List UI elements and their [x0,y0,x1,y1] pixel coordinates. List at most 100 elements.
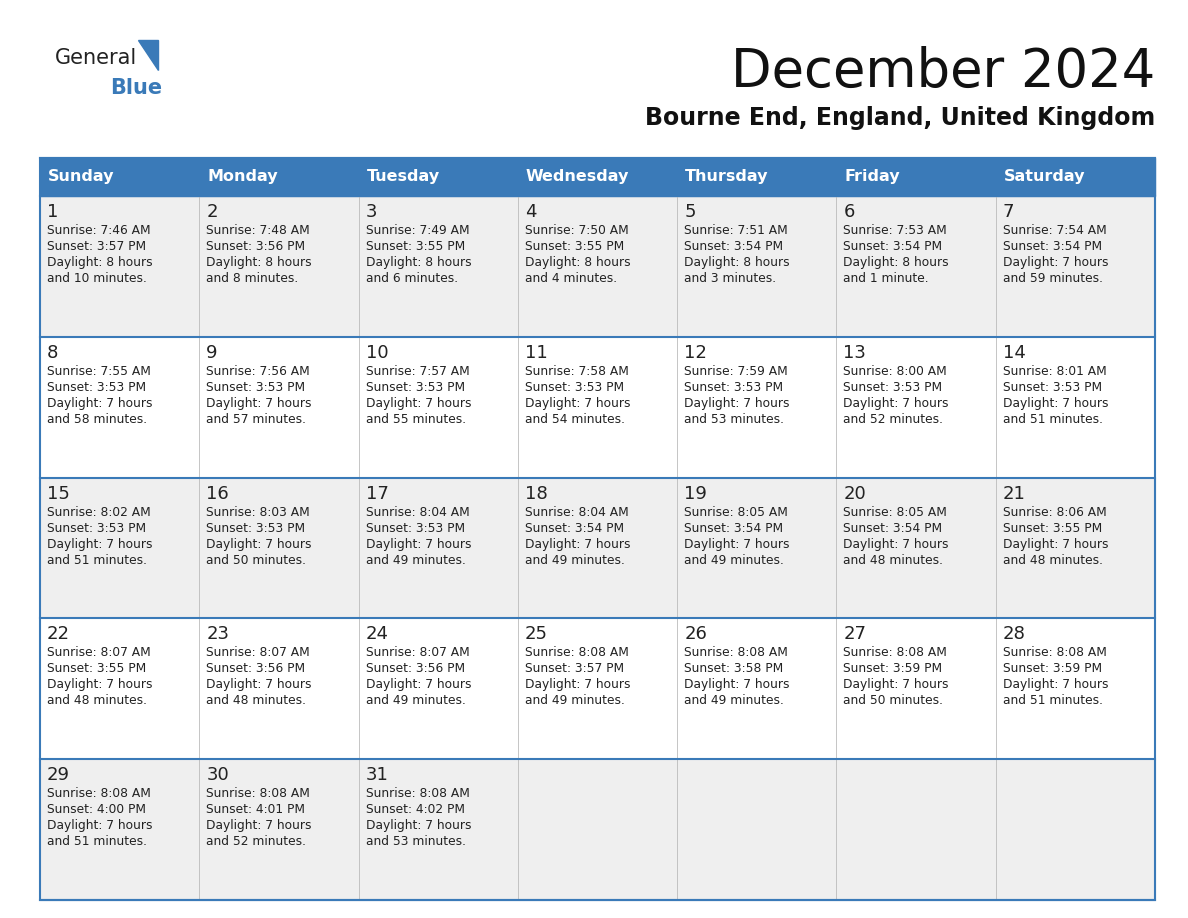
Text: 31: 31 [366,767,388,784]
Text: Sunset: 3:56 PM: Sunset: 3:56 PM [207,240,305,253]
Text: and 49 minutes.: and 49 minutes. [525,554,625,566]
Text: Sunrise: 8:08 AM: Sunrise: 8:08 AM [525,646,628,659]
Text: Sunrise: 7:59 AM: Sunrise: 7:59 AM [684,364,788,378]
Text: 18: 18 [525,485,548,502]
Text: Sunrise: 7:53 AM: Sunrise: 7:53 AM [843,224,947,237]
Text: Sunrise: 8:08 AM: Sunrise: 8:08 AM [207,788,310,800]
Text: Sunrise: 8:04 AM: Sunrise: 8:04 AM [366,506,469,519]
Text: Sunrise: 8:05 AM: Sunrise: 8:05 AM [843,506,947,519]
Text: 7: 7 [1003,203,1015,221]
Bar [40,337,1155,477]
Text: 22: 22 [48,625,70,644]
Text: Sunset: 3:54 PM: Sunset: 3:54 PM [684,521,783,534]
Text: and 48 minutes.: and 48 minutes. [48,694,147,708]
Text: Daylight: 7 hours: Daylight: 7 hours [684,538,790,551]
Text: 14: 14 [1003,344,1025,362]
Text: Daylight: 7 hours: Daylight: 7 hours [366,678,472,691]
Text: and 57 minutes.: and 57 minutes. [207,413,307,426]
Text: Sunrise: 7:48 AM: Sunrise: 7:48 AM [207,224,310,237]
Text: Daylight: 7 hours: Daylight: 7 hours [366,397,472,409]
Text: Sunrise: 7:50 AM: Sunrise: 7:50 AM [525,224,628,237]
Text: and 58 minutes.: and 58 minutes. [48,413,147,426]
Text: Sunrise: 7:58 AM: Sunrise: 7:58 AM [525,364,628,378]
Text: Sunset: 3:54 PM: Sunset: 3:54 PM [1003,240,1101,253]
Text: 5: 5 [684,203,696,221]
Text: and 8 minutes.: and 8 minutes. [207,272,298,285]
Text: Sunrise: 7:49 AM: Sunrise: 7:49 AM [366,224,469,237]
Text: 21: 21 [1003,485,1025,502]
Text: Sunrise: 7:57 AM: Sunrise: 7:57 AM [366,364,469,378]
Text: 30: 30 [207,767,229,784]
Text: Sunrise: 8:07 AM: Sunrise: 8:07 AM [48,646,151,659]
Text: 16: 16 [207,485,229,502]
Text: Daylight: 7 hours: Daylight: 7 hours [207,538,311,551]
Polygon shape [138,40,158,70]
Text: Daylight: 8 hours: Daylight: 8 hours [48,256,152,269]
Text: Sunrise: 8:08 AM: Sunrise: 8:08 AM [48,788,151,800]
Text: and 1 minute.: and 1 minute. [843,272,929,285]
Text: Sunrise: 8:08 AM: Sunrise: 8:08 AM [684,646,788,659]
Text: Daylight: 7 hours: Daylight: 7 hours [1003,256,1108,269]
Text: Sunset: 3:54 PM: Sunset: 3:54 PM [843,240,942,253]
Text: Sunday: Sunday [48,170,114,185]
Text: Sunset: 3:57 PM: Sunset: 3:57 PM [525,663,624,676]
Text: Sunset: 3:53 PM: Sunset: 3:53 PM [366,381,465,394]
Text: Sunrise: 7:54 AM: Sunrise: 7:54 AM [1003,224,1106,237]
Text: and 53 minutes.: and 53 minutes. [366,835,466,848]
Text: Sunrise: 8:05 AM: Sunrise: 8:05 AM [684,506,788,519]
Text: and 59 minutes.: and 59 minutes. [1003,272,1102,285]
Bar [40,158,1155,196]
Text: Sunrise: 8:01 AM: Sunrise: 8:01 AM [1003,364,1106,378]
Text: Sunrise: 8:00 AM: Sunrise: 8:00 AM [843,364,947,378]
Text: Daylight: 8 hours: Daylight: 8 hours [525,256,631,269]
Text: Sunset: 3:56 PM: Sunset: 3:56 PM [207,663,305,676]
Text: 2: 2 [207,203,217,221]
Text: 9: 9 [207,344,217,362]
Text: Daylight: 8 hours: Daylight: 8 hours [684,256,790,269]
Text: Sunset: 3:55 PM: Sunset: 3:55 PM [1003,521,1102,534]
Text: Blue: Blue [110,78,162,98]
Text: and 54 minutes.: and 54 minutes. [525,413,625,426]
Text: Daylight: 7 hours: Daylight: 7 hours [207,678,311,691]
Text: Daylight: 7 hours: Daylight: 7 hours [207,819,311,833]
Text: 3: 3 [366,203,377,221]
Text: General: General [55,48,138,68]
Text: Sunrise: 8:08 AM: Sunrise: 8:08 AM [843,646,947,659]
Text: Sunset: 3:59 PM: Sunset: 3:59 PM [843,663,942,676]
Text: 20: 20 [843,485,866,502]
Text: Sunrise: 8:02 AM: Sunrise: 8:02 AM [48,506,151,519]
Text: Sunset: 3:53 PM: Sunset: 3:53 PM [525,381,624,394]
Text: and 4 minutes.: and 4 minutes. [525,272,617,285]
Text: Daylight: 7 hours: Daylight: 7 hours [48,538,152,551]
Text: 15: 15 [48,485,70,502]
Bar [40,196,1155,337]
Text: 17: 17 [366,485,388,502]
Text: Daylight: 7 hours: Daylight: 7 hours [207,397,311,409]
Text: Saturday: Saturday [1004,170,1085,185]
Text: Daylight: 7 hours: Daylight: 7 hours [843,538,949,551]
Text: Tuesday: Tuesday [367,170,440,185]
Text: Wednesday: Wednesday [526,170,630,185]
Text: December 2024: December 2024 [731,46,1155,98]
Text: Sunrise: 7:46 AM: Sunrise: 7:46 AM [48,224,151,237]
Text: Sunrise: 7:55 AM: Sunrise: 7:55 AM [48,364,151,378]
Text: Daylight: 7 hours: Daylight: 7 hours [1003,678,1108,691]
Text: Daylight: 7 hours: Daylight: 7 hours [843,397,949,409]
Text: 29: 29 [48,767,70,784]
Text: 24: 24 [366,625,388,644]
Bar [40,759,1155,900]
Text: Sunset: 3:56 PM: Sunset: 3:56 PM [366,663,465,676]
Text: and 48 minutes.: and 48 minutes. [843,554,943,566]
Text: 23: 23 [207,625,229,644]
Text: Daylight: 7 hours: Daylight: 7 hours [684,397,790,409]
Text: 6: 6 [843,203,855,221]
Text: and 52 minutes.: and 52 minutes. [207,835,307,848]
Text: Sunrise: 7:51 AM: Sunrise: 7:51 AM [684,224,788,237]
Text: Thursday: Thursday [685,170,769,185]
Text: Sunrise: 8:04 AM: Sunrise: 8:04 AM [525,506,628,519]
Text: and 51 minutes.: and 51 minutes. [1003,413,1102,426]
Text: 1: 1 [48,203,58,221]
Text: Sunrise: 7:56 AM: Sunrise: 7:56 AM [207,364,310,378]
Text: 12: 12 [684,344,707,362]
Text: Sunset: 3:53 PM: Sunset: 3:53 PM [366,521,465,534]
